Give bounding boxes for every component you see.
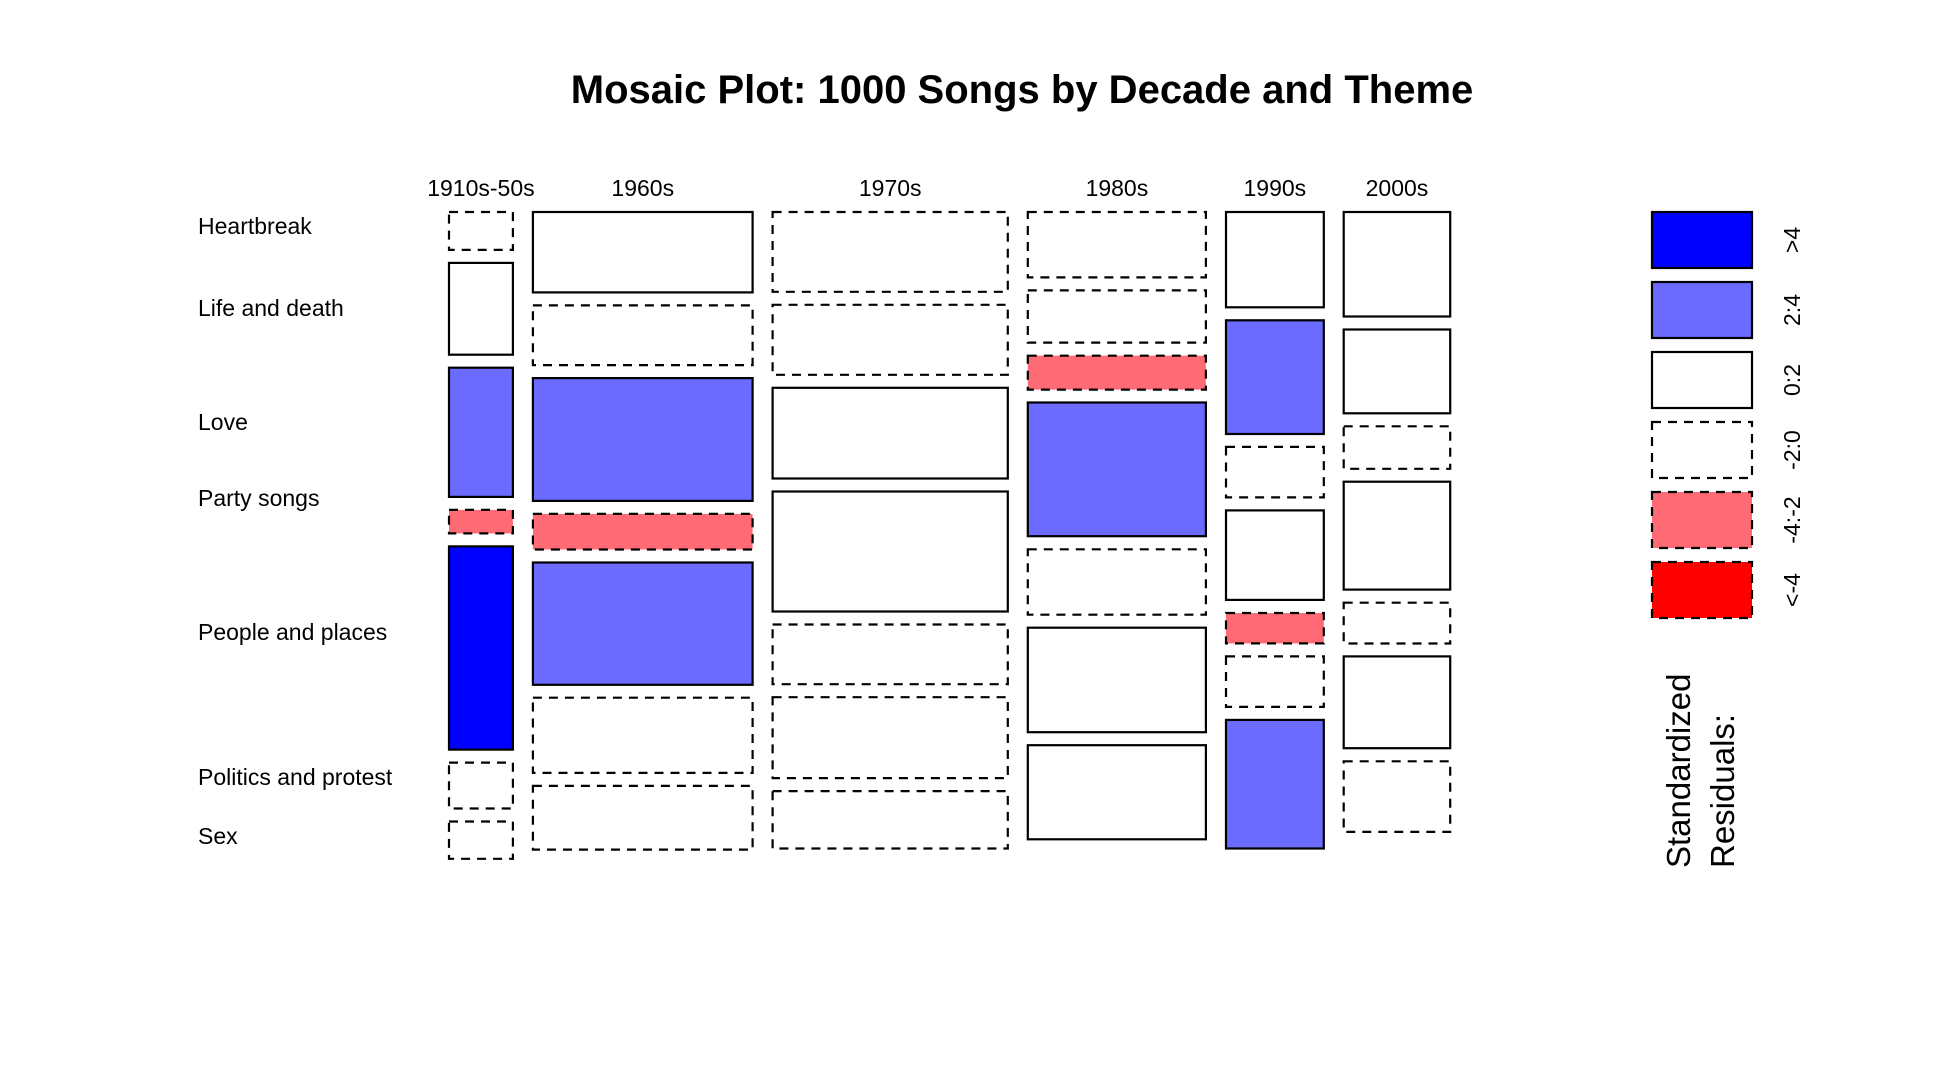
- mosaic-tile: [1342, 328, 1452, 415]
- mosaic-tile: [1342, 760, 1452, 833]
- mosaic-tile: [531, 377, 754, 503]
- column-label: 2000s: [1366, 175, 1429, 201]
- column-label: 1910s-50s: [427, 175, 534, 201]
- mosaic-tile: [1026, 354, 1208, 391]
- mosaic-tile: [1224, 655, 1325, 709]
- mosaic-tile: [1342, 210, 1452, 318]
- row-labels: Heartbreak Life and death Love Party songs P…: [198, 213, 393, 849]
- chart-title: Mosaic Plot: 1000 Songs by Decade and Th…: [571, 68, 1474, 112]
- mosaic-tile: [771, 490, 1009, 613]
- legend-label: -2:0: [1779, 430, 1805, 470]
- mosaic-tile: [1224, 445, 1325, 499]
- legend-label: 0:2: [1779, 364, 1805, 396]
- legend-swatch: [1650, 210, 1754, 270]
- legend-label: >4: [1779, 227, 1805, 253]
- legend-swatch: [1650, 560, 1754, 620]
- mosaic-tile: [1342, 655, 1452, 750]
- mosaic-tile: [531, 210, 754, 294]
- mosaic-tile: [771, 210, 1009, 293]
- mosaic-tile: [771, 623, 1009, 686]
- legend-boxes: >4 2:4 0:2 -2:0 -4:-2 <-4: [1650, 210, 1805, 620]
- mosaic-tile: [1026, 744, 1208, 841]
- row-label: People and places: [198, 619, 387, 645]
- mosaic-tile: [531, 696, 754, 775]
- legend-swatch: [1650, 350, 1754, 410]
- row-label: Politics and protest: [198, 764, 393, 790]
- legend-label: -4:-2: [1779, 496, 1805, 543]
- mosaic-tile: [447, 545, 515, 751]
- mosaic-tile: [1026, 289, 1208, 344]
- row-label: Party songs: [198, 485, 319, 511]
- mosaic-tile: [771, 789, 1009, 850]
- legend-title: Standardized Residuals:: [1660, 674, 1741, 868]
- column-label: 1980s: [1086, 175, 1149, 201]
- legend-title-line-1: Standardized: [1660, 674, 1697, 868]
- mosaic-tile: [1224, 319, 1325, 436]
- mosaic-tile: [1342, 480, 1452, 591]
- row-label: Heartbreak: [198, 213, 312, 239]
- mosaic-tile: [531, 561, 754, 686]
- mosaic-tile: [771, 696, 1009, 780]
- mosaic-tile: [447, 508, 515, 535]
- mosaic-tile: [771, 303, 1009, 376]
- mosaic-tile: [447, 366, 515, 499]
- row-label: Sex: [198, 823, 238, 849]
- column-label: 1970s: [859, 175, 922, 201]
- legend-swatch: [1650, 490, 1754, 550]
- mosaic-tile: [1342, 425, 1452, 470]
- mosaic-tile: [771, 386, 1009, 480]
- mosaic-tile: [1224, 718, 1325, 850]
- mosaic-tile: [531, 784, 754, 851]
- mosaic-tile: [1224, 509, 1325, 601]
- column-label: 1990s: [1244, 175, 1307, 201]
- mosaic-tile: [1026, 210, 1208, 279]
- mosaic-tile: [1026, 401, 1208, 538]
- legend-swatch: [1650, 420, 1754, 480]
- mosaic-tile: [447, 761, 515, 810]
- column-labels: 1910s-50s 1960s 1970s 1980s 1990s 2000s: [427, 175, 1428, 201]
- mosaic-tile: [1224, 210, 1325, 309]
- legend-swatch: [1650, 280, 1754, 340]
- mosaic-tiles: [447, 210, 1452, 860]
- legend: >4 2:4 0:2 -2:0 -4:-2 <-4 Standardized Residu…: [1650, 210, 1805, 868]
- legend-label: 2:4: [1779, 294, 1805, 326]
- mosaic-tile: [1342, 601, 1452, 645]
- mosaic-tile: [447, 261, 515, 356]
- row-label: Life and death: [198, 295, 344, 321]
- mosaic-tile: [1026, 626, 1208, 734]
- legend-title-line-2: Residuals:: [1704, 714, 1741, 868]
- mosaic-tile: [1224, 611, 1325, 645]
- mosaic-tile: [447, 210, 515, 252]
- column-label: 1960s: [611, 175, 674, 201]
- mosaic-tile: [531, 512, 754, 551]
- mosaic-tile: [531, 304, 754, 367]
- legend-label: <-4: [1779, 573, 1805, 607]
- mosaic-tile: [1026, 548, 1208, 616]
- row-label: Love: [198, 409, 248, 435]
- mosaic-tile: [447, 820, 515, 860]
